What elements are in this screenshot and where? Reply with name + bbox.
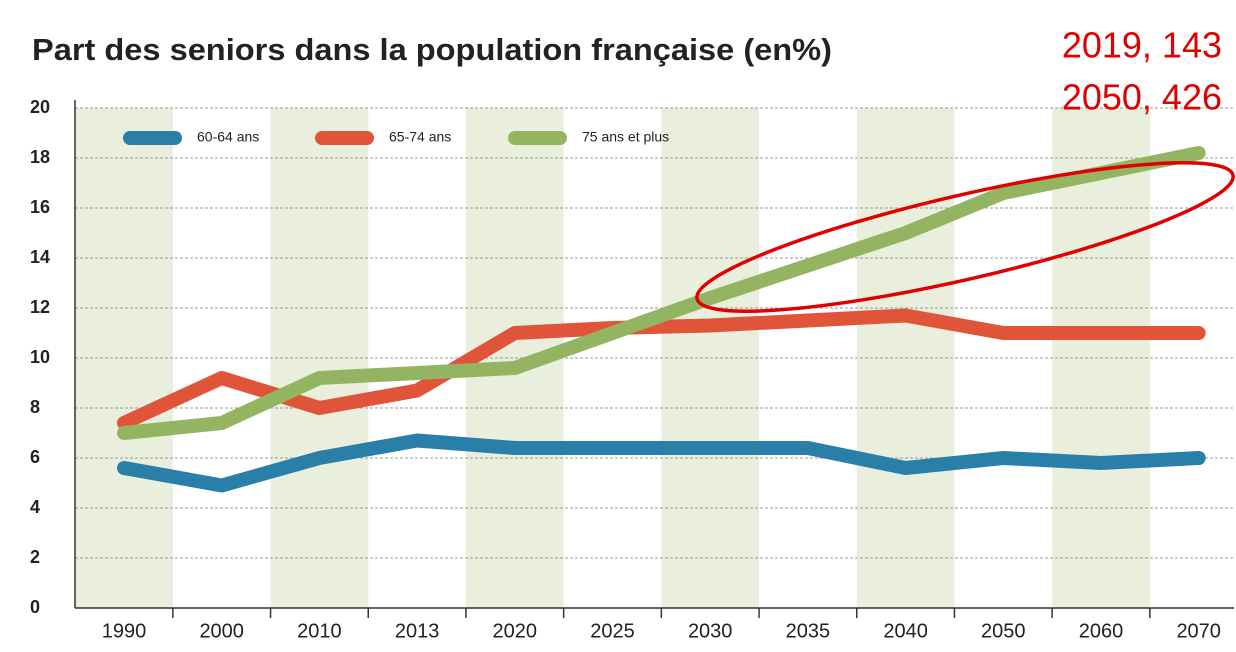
x-tick-label: 2010 [297,620,342,642]
x-tick-label: 2040 [883,620,928,642]
line-series [117,146,1206,440]
background [75,107,1234,609]
y-tick-label: 12 [30,297,50,317]
x-tick-label: 2060 [1079,620,1124,642]
line-series [117,433,1206,493]
y-tick-label: 20 [30,97,50,117]
legend-label: 75 ans et plus [582,129,669,145]
annotation: 2019, 143 [1062,25,1222,66]
legend-label: 60-64 ans [197,129,259,145]
x-tick-label: 2030 [688,620,733,642]
x-tick-label: 2020 [493,620,538,642]
y-tick-label: 16 [30,197,50,217]
y-tick-label: 8 [30,397,40,417]
x-tick-label: 2050 [981,620,1026,642]
y-tick-label: 10 [30,347,50,367]
y-tick-label: 18 [30,147,50,167]
x-tick-label: 2025 [590,620,635,642]
chart-title: Part des seniors dans la population fran… [32,32,832,67]
y-tick-label: 4 [30,497,40,517]
y-tick-label: 0 [30,597,40,617]
x-tick-label: 2070 [1176,620,1221,642]
column-shade [75,108,173,608]
y-tick-label: 2 [30,547,40,567]
x-tick-label: 1990 [102,620,147,642]
y-tick-label: 6 [30,447,40,467]
x-tick-label: 2000 [199,620,244,642]
x-tick-label: 2035 [786,620,831,642]
x-tick-label: 2013 [395,620,440,642]
y-tick-label: 14 [30,247,50,267]
annotation: 2050, 426 [1062,77,1222,118]
line-series [117,308,1206,430]
highlight-ellipse [695,161,1235,313]
legend-label: 65-74 ans [389,129,451,145]
